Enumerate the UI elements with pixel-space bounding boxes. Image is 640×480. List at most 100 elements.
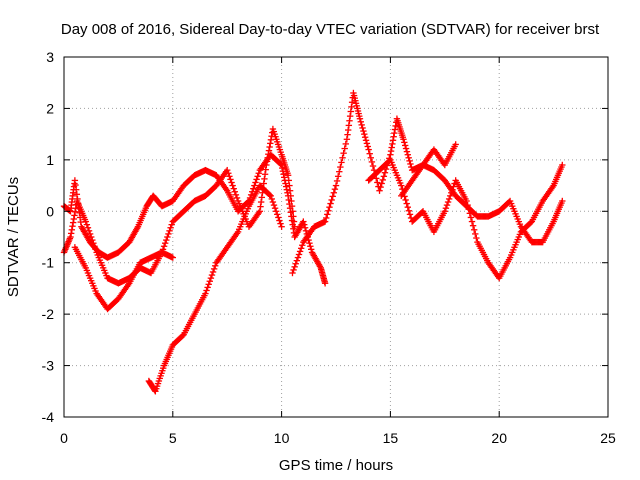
data-point [338,159,345,166]
data-point [301,221,308,228]
data-point [321,280,329,287]
x-tick-label: 10 [274,430,290,446]
data-point [86,230,94,238]
data-point [347,108,354,115]
data-point [401,139,408,146]
x-tick-label: 5 [169,430,177,446]
data-point [325,207,332,214]
data-point [323,214,330,222]
data-point [270,201,278,209]
y-tick-label: 1 [46,152,54,168]
data-point [285,177,292,184]
data-point [329,193,336,200]
y-tick-label: 3 [46,49,54,65]
data-point [369,162,377,170]
data-point [398,182,405,189]
data-point [251,182,258,189]
plot-frame [63,56,609,418]
data-point [339,154,346,161]
data-point [208,271,216,279]
data-point [166,227,173,235]
data-point [71,212,78,219]
data-point [84,224,92,231]
data-point [356,115,364,122]
data-point [344,126,352,134]
data-point [229,182,236,189]
x-tick-label: 20 [491,430,507,446]
data-point [324,211,331,218]
data-point [281,174,288,181]
data-point [262,166,269,173]
data-point [404,203,412,211]
data-point [280,171,287,178]
data-point [559,197,566,205]
data-point [443,201,451,209]
y-tick-label: 0 [46,203,54,219]
data-point [290,218,298,225]
data-point [163,236,170,244]
data-point [71,208,79,215]
data-point [306,239,313,247]
data-point [344,131,351,138]
data-point [265,147,273,154]
data-point [378,180,385,187]
data-point [289,269,296,277]
data-point [473,234,480,242]
data-point [332,182,340,189]
data-point [82,218,89,225]
data-point [231,188,239,195]
data-point [92,246,99,253]
data-point [225,170,232,177]
data-point [72,186,80,193]
data-point [265,151,272,158]
data-point [161,239,169,247]
data-point [559,161,566,169]
data-point [250,185,257,192]
data-point [442,205,450,212]
data-point [447,192,454,200]
data-point [278,223,285,230]
data-point [264,154,271,161]
data-point [342,140,349,148]
data-point [282,180,289,187]
data-point [204,284,211,291]
data-point [361,134,369,141]
data-point [263,158,271,165]
data-point [168,221,175,228]
data-point [67,230,75,237]
data-point [359,124,366,132]
data-point [206,278,213,285]
data-point [271,205,279,212]
data-point [260,180,267,187]
data-point [328,196,335,204]
chart-title: Day 008 of 2016, Sidereal Day-to-day VTE… [61,21,600,38]
data-point [405,154,412,161]
data-point [389,140,396,148]
data-point [284,172,292,179]
data-point [83,221,91,228]
data-point [400,136,407,143]
data-point [469,222,477,229]
data-point [336,168,343,175]
data-point [252,179,259,186]
data-point [381,169,389,176]
data-point [387,147,395,155]
data-point [357,118,365,125]
data-point [402,196,409,204]
data-point [300,218,307,225]
data-point [307,243,314,250]
data-point [289,208,296,215]
data-point [307,246,315,253]
data-point [276,217,283,224]
data-point [256,208,264,215]
data-point [358,121,365,129]
data-point [444,198,452,206]
data-point [209,268,217,276]
data-point [301,224,309,231]
data-point [267,140,274,147]
data-point [263,161,270,169]
data-point [366,150,373,157]
data-point [343,136,351,143]
data-point [321,218,329,225]
data-point [404,151,412,158]
